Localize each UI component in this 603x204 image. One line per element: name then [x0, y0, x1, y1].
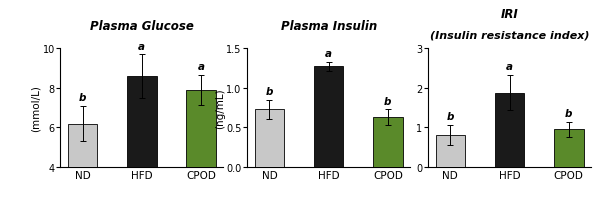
Bar [435, 135, 465, 167]
Text: a: a [325, 49, 332, 59]
Bar [186, 90, 216, 204]
Y-axis label: (ng/mL): (ng/mL) [215, 88, 225, 128]
Bar [127, 76, 157, 204]
Text: b: b [266, 87, 273, 97]
Text: b: b [565, 108, 572, 118]
Bar [68, 124, 97, 204]
Text: (Insulin resistance index): (Insulin resistance index) [430, 31, 589, 41]
Bar [373, 118, 403, 167]
Text: Plasma Glucose: Plasma Glucose [90, 20, 194, 33]
Text: a: a [506, 62, 513, 72]
Bar [494, 93, 525, 167]
Bar [554, 130, 584, 167]
Text: b: b [384, 96, 391, 106]
Text: IRI: IRI [500, 8, 519, 20]
Y-axis label: (mmol/L): (mmol/L) [31, 85, 41, 131]
Bar [314, 67, 344, 167]
Bar [254, 110, 284, 167]
Text: a: a [197, 62, 204, 72]
Text: b: b [447, 112, 454, 122]
Text: Plasma Insulin: Plasma Insulin [280, 20, 377, 33]
Text: a: a [138, 41, 145, 51]
Text: b: b [79, 93, 86, 103]
